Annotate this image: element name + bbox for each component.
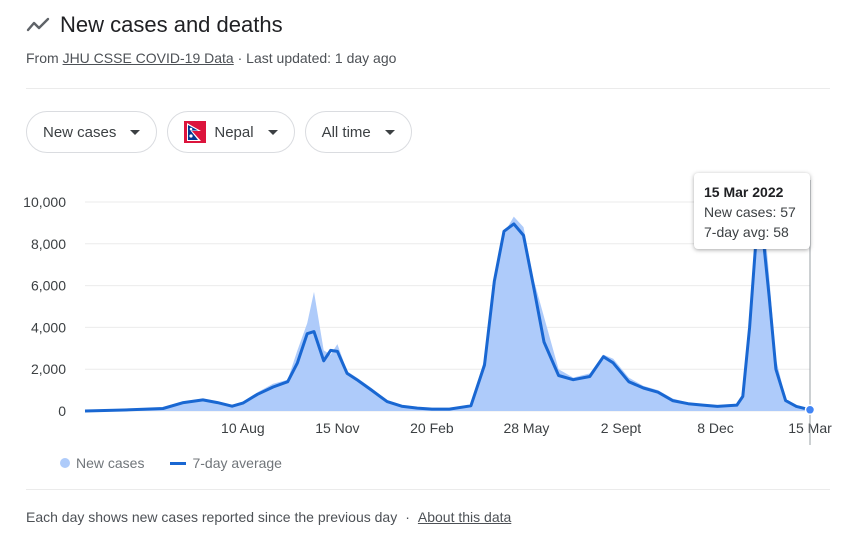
legend-average: 7-day average bbox=[192, 455, 282, 471]
x-tick-label: 8 Dec bbox=[697, 420, 734, 436]
y-tick-label: 8,000 bbox=[31, 236, 66, 252]
source-link[interactable]: JHU CSSE COVID-19 Data bbox=[62, 50, 234, 66]
time-range-dropdown[interactable]: All time bbox=[304, 111, 412, 153]
metric-label: New cases bbox=[43, 123, 117, 141]
footer-text: Each day shows new cases reported since … bbox=[26, 509, 398, 525]
x-tick-label: 2 Sept bbox=[601, 420, 642, 436]
y-tick-label: 0 bbox=[58, 403, 66, 419]
footer-separator: · bbox=[405, 509, 410, 525]
x-tick-label: 28 May bbox=[503, 420, 549, 436]
average-series bbox=[84, 222, 811, 413]
metric-dropdown[interactable]: New cases bbox=[26, 111, 158, 153]
y-axis-ticks: 0 2,000 4,000 6,000 8,000 10,000 bbox=[23, 194, 66, 419]
x-axis-ticks: 10 Aug 15 Nov 20 Feb 28 May 2 Sept 8 Dec 15 Ma… bbox=[221, 420, 832, 436]
top-divider bbox=[26, 88, 830, 89]
data-tooltip: 15 Mar 2022 New cases: 57 7-day avg: 58 bbox=[694, 173, 810, 249]
time-range-label: All time bbox=[321, 123, 371, 141]
trend-line-icon bbox=[26, 17, 50, 32]
y-tick-label: 6,000 bbox=[31, 278, 66, 294]
chart-legend: New cases 7-day average bbox=[60, 455, 282, 471]
nepal-flag-icon bbox=[184, 121, 207, 143]
y-tick-label: 2,000 bbox=[31, 361, 66, 377]
y-tick-label: 4,000 bbox=[31, 319, 66, 335]
cases-chart[interactable]: 0 2,000 4,000 6,000 8,000 10,000 10 Aug 15 Nov… bbox=[0, 170, 850, 450]
highlight-point bbox=[804, 404, 816, 416]
about-data-link[interactable]: About this data bbox=[417, 509, 512, 525]
highlight-layer bbox=[804, 180, 816, 445]
country-label: Nepal bbox=[214, 123, 254, 141]
bottom-divider bbox=[26, 489, 830, 490]
chart-header: New cases and deaths bbox=[26, 12, 283, 38]
average-line bbox=[84, 222, 811, 413]
source-line: From JHU CSSE COVID-19 Data · Last updat… bbox=[26, 50, 396, 66]
legend-line-icon bbox=[170, 461, 187, 465]
legend-dot-icon bbox=[60, 458, 70, 468]
tooltip-cases: New cases: 57 bbox=[704, 204, 796, 220]
last-updated: · Last updated: 1 day ago bbox=[237, 50, 397, 66]
legend-cases: New cases bbox=[76, 455, 145, 471]
caret-down-icon bbox=[384, 129, 395, 135]
y-tick-label: 10,000 bbox=[23, 194, 66, 210]
page-title: New cases and deaths bbox=[60, 12, 283, 37]
caret-down-icon bbox=[267, 129, 278, 135]
x-tick-label: 20 Feb bbox=[410, 420, 454, 436]
x-tick-label: 15 Nov bbox=[315, 420, 359, 436]
tooltip-average: 7-day avg: 58 bbox=[704, 224, 789, 240]
tooltip-date: 15 Mar 2022 bbox=[704, 184, 784, 200]
footer-note: Each day shows new cases reported since … bbox=[26, 509, 511, 525]
filter-bar: New cases Nepal All time bbox=[26, 111, 412, 153]
x-tick-label: 10 Aug bbox=[221, 420, 265, 436]
source-prefix: From bbox=[26, 50, 59, 66]
country-dropdown[interactable]: Nepal bbox=[167, 111, 295, 153]
caret-down-icon bbox=[130, 129, 141, 135]
